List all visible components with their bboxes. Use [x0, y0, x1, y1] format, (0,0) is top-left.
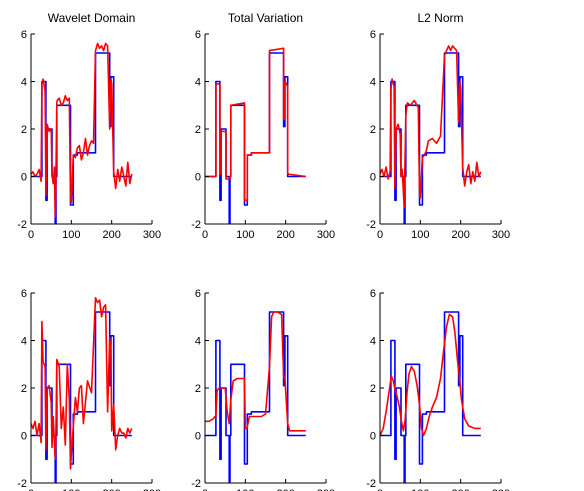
x-tick-label: 300: [143, 488, 161, 491]
x-tick-label: 0: [377, 488, 383, 491]
y-tick-label: 4: [21, 77, 27, 89]
x-tick-label: 0: [202, 488, 208, 491]
series-line-truth: [31, 311, 132, 483]
x-tick-label: 300: [317, 229, 335, 241]
y-tick-label: 2: [21, 124, 27, 136]
series-line-estimate: [31, 296, 133, 470]
x-tick-label: 0: [377, 229, 383, 241]
plot-area: [31, 296, 133, 483]
chart-title: Wavelet Domain: [48, 11, 136, 25]
y-tick-label: 2: [195, 383, 201, 395]
y-tick-label: 6: [195, 29, 201, 41]
plot-area: [31, 42, 133, 224]
y-tick-label: -2: [191, 219, 201, 231]
series-line-truth: [205, 311, 306, 483]
series-line-estimate: [205, 311, 306, 432]
y-tick-label: 6: [195, 288, 201, 300]
y-tick-label: 0: [195, 431, 201, 443]
series-line-truth: [380, 311, 481, 483]
x-tick-label: 300: [492, 229, 510, 241]
y-tick-label: -2: [17, 219, 27, 231]
y-tick-label: 6: [21, 29, 27, 41]
y-tick-label: 6: [21, 288, 27, 300]
series-line-estimate: [380, 45, 482, 209]
series-line-truth: [205, 52, 306, 224]
y-tick-label: 2: [195, 124, 201, 136]
x-tick-label: 100: [236, 488, 254, 491]
plot-area: [205, 311, 306, 483]
y-tick-label: -2: [366, 219, 376, 231]
plot-area: [205, 47, 306, 224]
x-tick-label: 300: [492, 488, 510, 491]
y-tick-label: 4: [370, 77, 376, 89]
x-tick-label: 300: [317, 488, 335, 491]
x-tick-label: 200: [276, 229, 294, 241]
y-tick-label: 4: [195, 77, 201, 89]
series-line-estimate: [380, 313, 481, 437]
x-tick-label: 200: [102, 229, 120, 241]
y-tick-label: 2: [21, 383, 27, 395]
y-tick-label: 2: [370, 383, 376, 395]
y-tick-label: 0: [21, 431, 27, 443]
x-tick-label: 100: [411, 229, 429, 241]
series-line-estimate: [205, 47, 306, 202]
x-tick-label: 300: [143, 229, 161, 241]
y-tick-label: -2: [17, 478, 27, 490]
chart-title: L2 Norm: [417, 11, 463, 25]
plot-area: [380, 311, 481, 483]
y-tick-label: 0: [195, 172, 201, 184]
chart-title: Total Variation: [228, 11, 303, 25]
x-tick-label: 200: [451, 488, 469, 491]
x-tick-label: 0: [28, 488, 34, 491]
y-tick-label: 2: [370, 124, 376, 136]
x-tick-label: 200: [276, 488, 294, 491]
x-tick-label: 200: [451, 229, 469, 241]
x-tick-label: 0: [202, 229, 208, 241]
series-line-estimate: [31, 42, 133, 218]
y-tick-label: 4: [195, 336, 201, 348]
y-tick-label: 0: [370, 172, 376, 184]
x-tick-label: 100: [62, 229, 80, 241]
y-tick-label: -2: [191, 478, 201, 490]
y-tick-label: 0: [21, 172, 27, 184]
series-line-truth: [380, 52, 481, 224]
plot-area: [380, 45, 482, 224]
y-tick-label: 6: [370, 288, 376, 300]
x-tick-label: 100: [411, 488, 429, 491]
y-tick-label: -2: [366, 478, 376, 490]
x-tick-label: 200: [102, 488, 120, 491]
y-tick-label: 4: [21, 336, 27, 348]
y-tick-label: 6: [370, 29, 376, 41]
y-tick-label: 4: [370, 336, 376, 348]
x-tick-label: 100: [236, 229, 254, 241]
x-tick-label: 0: [28, 229, 34, 241]
x-tick-label: 100: [62, 488, 80, 491]
y-tick-label: 0: [370, 431, 376, 443]
